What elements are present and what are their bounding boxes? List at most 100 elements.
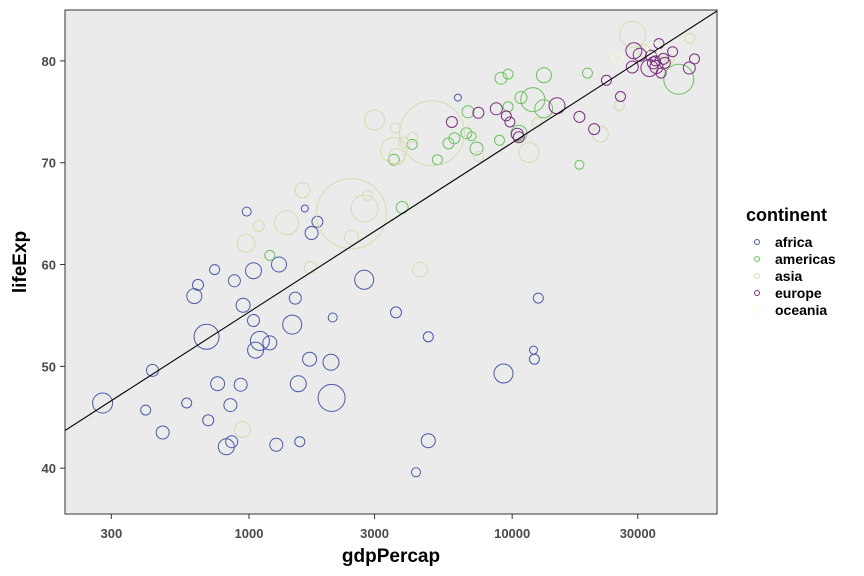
- africa-point: [155, 425, 170, 440]
- americas-point: [574, 159, 585, 170]
- africa-point: [249, 330, 270, 351]
- asia-point: [397, 136, 409, 148]
- americas-point: [264, 249, 276, 261]
- africa-point: [241, 206, 252, 217]
- legend-key-asia: [754, 273, 760, 279]
- africa-point: [282, 314, 303, 335]
- americas-point: [406, 138, 418, 150]
- americas-point: [582, 67, 593, 79]
- europe-point: [615, 91, 626, 102]
- legend-label-asia: asia: [775, 268, 802, 284]
- americas-point: [466, 131, 477, 142]
- africa-point: [311, 215, 324, 228]
- americas-point: [431, 154, 443, 166]
- africa-point: [304, 226, 319, 240]
- legend-label-africa: africa: [775, 234, 813, 250]
- x-tick-label: 30000: [620, 526, 656, 541]
- y-axis: 40 50 60 70 80: [42, 54, 65, 476]
- americas-point: [469, 141, 484, 156]
- africa-point: [493, 363, 514, 384]
- asia-point: [274, 210, 300, 236]
- africa-point: [354, 269, 375, 290]
- x-tick-label: 300: [100, 526, 122, 541]
- asia-point: [684, 33, 696, 44]
- asia-point: [473, 151, 485, 163]
- y-tick-label: 80: [42, 54, 56, 69]
- x-axis: 300 1000 3000 10000 30000: [100, 514, 656, 541]
- africa-point: [209, 264, 221, 276]
- x-tick-label: 1000: [235, 526, 264, 541]
- legend-label-oceania: oceania: [775, 302, 827, 318]
- asia-point: [236, 233, 256, 253]
- legend: continent africaamericasasiaeuropeoceani…: [746, 205, 836, 318]
- africa-point: [181, 397, 193, 409]
- americas-point: [387, 153, 400, 166]
- africa-point: [271, 256, 287, 273]
- europe-point: [640, 59, 659, 77]
- legend-title: continent: [746, 205, 827, 225]
- africa-point: [235, 297, 251, 313]
- africa-point: [289, 375, 307, 393]
- africa-point: [532, 292, 544, 304]
- africa-point: [245, 262, 262, 280]
- europe-point: [667, 46, 679, 58]
- x-axis-title: gdpPercap: [342, 546, 440, 567]
- africa-point: [262, 335, 278, 351]
- y-axis-title: lifeExp: [10, 231, 31, 293]
- y-tick-label: 70: [42, 156, 56, 171]
- americas-point: [663, 63, 695, 95]
- asia-point: [303, 261, 317, 275]
- legend-key-europe: [754, 290, 760, 296]
- africa-point: [247, 314, 260, 327]
- africa-point: [390, 306, 402, 319]
- asia-point: [613, 100, 625, 112]
- asia-point: [653, 55, 666, 68]
- europe-point: [500, 110, 512, 122]
- africa-point: [223, 398, 238, 413]
- asia-point: [407, 131, 418, 143]
- americas-point: [448, 132, 461, 145]
- africa-point: [528, 353, 540, 365]
- legend-label-europe: europe: [775, 285, 822, 301]
- asia-point: [399, 100, 465, 167]
- asia-point: [364, 109, 386, 131]
- asia-point: [388, 148, 406, 166]
- americas-point: [534, 99, 554, 119]
- legend-key-africa: [754, 239, 760, 245]
- asia-point: [518, 142, 540, 163]
- europe-point: [625, 60, 639, 74]
- asia-point: [362, 189, 373, 201]
- asia-point: [380, 137, 408, 164]
- africa-point: [225, 435, 239, 449]
- x-tick-label: 3000: [360, 526, 389, 541]
- asia-point: [315, 178, 387, 250]
- asia-point: [343, 229, 359, 245]
- europe-point: [489, 102, 503, 116]
- asia-point: [252, 219, 265, 232]
- europe-point: [588, 123, 601, 136]
- africa-point: [202, 414, 215, 427]
- africa-point: [227, 274, 241, 288]
- africa-point: [422, 331, 434, 343]
- americas-point: [502, 68, 514, 80]
- europe-point: [512, 131, 525, 144]
- oceania-point: [612, 53, 624, 65]
- africa-point: [92, 392, 114, 414]
- europe-point: [682, 61, 696, 75]
- europe-point: [649, 55, 661, 67]
- africa-point: [327, 312, 338, 323]
- y-tick-label: 50: [42, 359, 56, 374]
- africa-point: [294, 436, 306, 448]
- africa-point: [322, 353, 340, 371]
- africa-point: [233, 377, 248, 392]
- asia-point: [412, 261, 429, 278]
- africa-point: [140, 404, 152, 416]
- africa-point: [210, 376, 226, 392]
- europe-point: [689, 53, 700, 65]
- africa-point: [288, 291, 302, 305]
- trend-line-layer: [65, 10, 717, 431]
- europe-point: [472, 106, 485, 119]
- americas-point: [494, 71, 508, 85]
- legend-key-oceania: [754, 307, 760, 313]
